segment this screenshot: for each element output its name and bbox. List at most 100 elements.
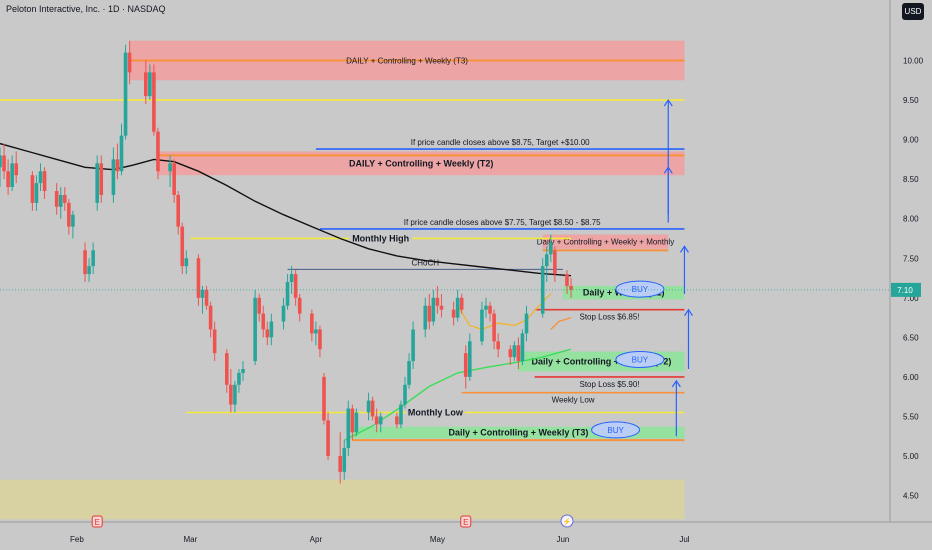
level-label-5: Stop Loss $5.90! (580, 380, 640, 389)
zone-label-2: Daily + Controlling + Weekly + Monthly (537, 238, 674, 247)
candle-body-65 (374, 416, 379, 425)
y-tick-label-3: 6.00 (903, 373, 919, 382)
zone-red-1 (157, 151, 685, 176)
candle-body-43 (253, 297, 257, 362)
x-tick-label-1: Mar (183, 535, 197, 544)
candle-body-49 (285, 281, 290, 306)
dividend-icon-2 (560, 514, 574, 528)
y-tick-label-9: 9.00 (903, 136, 919, 145)
candle-body-52 (297, 297, 302, 314)
candle-body-21 (119, 135, 124, 172)
candle-body-1 (2, 155, 6, 172)
buy-badge-1 (615, 350, 665, 368)
last-price-label: 7.10 (897, 286, 913, 295)
candle-body-39 (229, 384, 233, 405)
candle-body-3 (10, 163, 14, 188)
candle-body-79 (459, 297, 464, 310)
candle-body-47 (269, 321, 274, 338)
candle-body-54 (314, 329, 318, 334)
arrows-layer (663, 98, 693, 437)
candle-body-16 (91, 250, 95, 267)
zone-red-2 (542, 234, 669, 249)
candle-body-74 (431, 297, 436, 322)
candle-body-51 (293, 274, 298, 298)
candle-body-88 (512, 345, 517, 358)
y-tick-label-5: 7.00 (903, 294, 919, 303)
candle-body-94 (549, 242, 553, 255)
candle-body-24 (144, 72, 148, 97)
candle-body-35 (204, 289, 209, 306)
candle-body-97 (569, 285, 573, 290)
candle-body-57 (326, 420, 330, 456)
dividend-label-2: ⚡ (563, 517, 572, 526)
target-arrow-head-0 (663, 98, 673, 107)
candle-body-10 (58, 194, 63, 207)
candle-body-82 (480, 309, 484, 342)
candle-body-4 (14, 163, 18, 176)
candle-body-64 (370, 400, 375, 417)
price-axis[interactable]: 4.50 5.00 5.50 6.00 6.50 7.00 7.50 8.00 8.50 9.00… (903, 57, 924, 501)
candle-body-78 (455, 297, 460, 318)
buy-badge-0 (615, 280, 665, 298)
level-label-1: Monthly High (352, 233, 409, 243)
candle-body-44 (257, 297, 261, 314)
candle-body-45 (261, 313, 266, 330)
moving-average-line (0, 142, 572, 277)
target-arrow-head-2 (679, 245, 689, 253)
candle-body-29 (172, 163, 176, 195)
candle-body-26 (152, 72, 156, 132)
candle-body-55 (318, 329, 322, 350)
y-tick-label-6: 7.50 (903, 254, 919, 263)
level-label-bg-1 (349, 232, 413, 244)
candle-body-32 (184, 258, 189, 267)
candle-body-59 (342, 448, 347, 472)
candle-body-66 (378, 416, 383, 425)
level-label-bg-2 (406, 406, 465, 418)
target-arrow-head-4 (671, 379, 681, 388)
x-tick-label-0: Feb (70, 535, 84, 544)
candle-body-15 (87, 266, 91, 275)
y-tick-label-8: 8.50 (903, 175, 919, 184)
candle-body-22 (123, 52, 128, 136)
candle-body-69 (403, 384, 407, 405)
candle-body-11 (63, 194, 67, 203)
buy-badge-2 (591, 421, 641, 439)
candle-body-92 (540, 266, 545, 314)
candle-body-91 (524, 313, 529, 334)
y-tick-label-0: 4.50 (903, 492, 919, 501)
candle-body-71 (411, 329, 415, 362)
y-tick-label-11: 10.00 (903, 57, 924, 66)
levels-layer: Monthly High Monthly Low Weekly Low Stop Lo… (0, 99, 685, 418)
candle-body-28 (168, 163, 172, 172)
candle-body-27 (156, 131, 160, 172)
time-axis[interactable]: Feb Mar Apr May Jun Jul (70, 535, 690, 544)
chart-title: Peloton Interactive, Inc. · 1D · NASDAQ (6, 4, 166, 14)
y-tick-label-4: 6.50 (903, 333, 919, 342)
candle-body-31 (180, 226, 185, 267)
zone-label-0: DAILY + Controlling + Weekly (T3) (346, 57, 468, 66)
candle-body-90 (520, 333, 525, 362)
currency-button[interactable]: USD (902, 3, 924, 20)
zone-yellow-6 (0, 479, 685, 520)
candle-body-2 (6, 171, 10, 188)
candle-body-62 (354, 412, 359, 433)
candle-body-83 (484, 305, 488, 310)
candle-body-25 (148, 72, 152, 97)
candle-body-89 (516, 345, 521, 362)
candle-body-93 (544, 254, 549, 267)
earnings-label-1: E (463, 518, 468, 527)
earnings-icon-0 (91, 515, 103, 528)
candle-body-13 (71, 214, 75, 227)
candle-body-36 (208, 305, 213, 330)
candle-body-56 (322, 376, 326, 421)
candle-body-5 (30, 175, 35, 203)
y-tick-label-10: 9.50 (903, 96, 919, 105)
candle-body-18 (99, 163, 104, 195)
candle-body-6 (34, 183, 39, 203)
candle-body-17 (95, 163, 99, 203)
level-label-6: If price candle closes above $8.75, Targ… (411, 138, 590, 147)
candle-body-9 (54, 191, 59, 207)
candle-body-19 (111, 159, 116, 195)
